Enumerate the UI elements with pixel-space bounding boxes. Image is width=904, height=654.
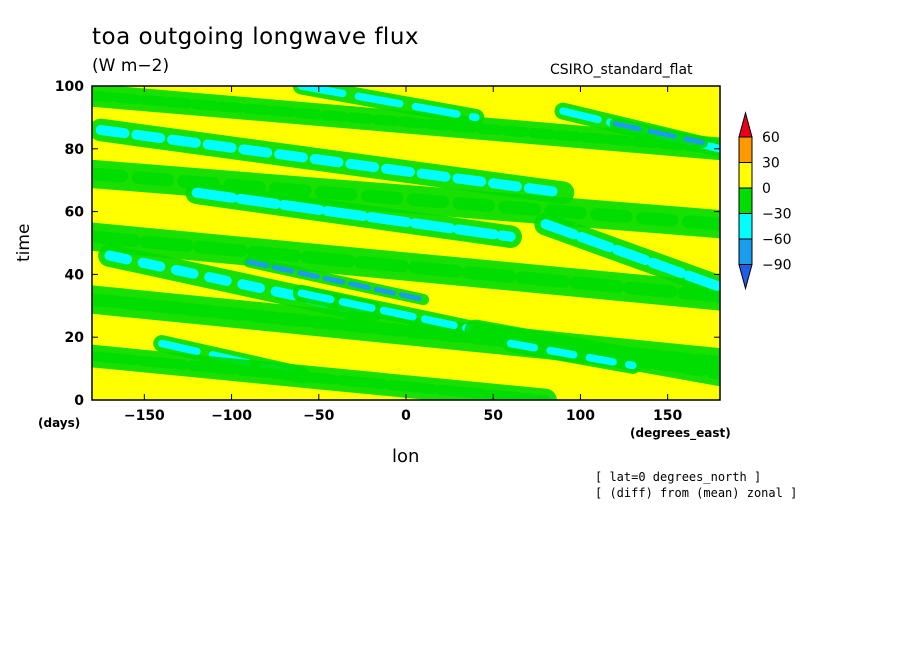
- x-axis-label: lon: [392, 446, 420, 467]
- x-tick-label: −50: [303, 408, 334, 424]
- y-tick-label: 100: [55, 79, 84, 95]
- colorbar-label: 0: [762, 181, 771, 197]
- x-tick-label: −150: [124, 408, 165, 424]
- y-axis: 0 20 40 60 80 100: [55, 79, 720, 409]
- colorbar-segment: [738, 238, 753, 265]
- wave-band: [92, 222, 720, 311]
- colorbar-label: −60: [762, 232, 792, 248]
- colorbar-label: −30: [762, 207, 792, 223]
- x-axis: −150 −100 −50 0 50 100 150: [124, 86, 683, 424]
- colorbar-label: 30: [762, 156, 780, 172]
- wave-band: [92, 118, 575, 205]
- colorbar-segment: [738, 213, 753, 240]
- colorbar: 60 30 0 −30 −60 −90: [738, 111, 792, 291]
- chart-units: (W m−2): [92, 56, 170, 76]
- wave-band: [609, 118, 709, 149]
- wave-band: [243, 256, 430, 306]
- colorbar-bottom-arrow: [738, 264, 753, 291]
- y-tick-label: 80: [65, 142, 85, 158]
- y-tick-label: 40: [65, 267, 85, 283]
- y-tick-label: 60: [65, 205, 85, 221]
- colorbar-top-arrow: [738, 111, 753, 138]
- wave-band: [502, 335, 642, 374]
- colorbar-segment: [738, 136, 753, 163]
- wave-band: [92, 344, 557, 400]
- wave-band: [92, 86, 720, 161]
- colorbar-segment: [738, 162, 753, 189]
- plot-area: [92, 86, 720, 400]
- wave-band: [185, 181, 522, 249]
- y-axis-unit: (days): [38, 416, 81, 430]
- x-axis-unit: (degrees_east): [630, 426, 731, 440]
- latitude-note: [ lat=0 degrees_north ]: [595, 470, 762, 484]
- x-tick-label: 50: [483, 408, 503, 424]
- x-tick-label: 100: [566, 408, 595, 424]
- wave-band: [292, 86, 485, 126]
- x-tick-label: 0: [401, 408, 411, 424]
- colorbar-label: 60: [762, 130, 780, 146]
- chart-title: toa outgoing longwave flux: [92, 24, 420, 50]
- y-tick-label: 20: [65, 330, 85, 346]
- x-tick-label: −100: [211, 408, 252, 424]
- diff-note: [ (diff) from (mean) zonal ]: [595, 486, 798, 500]
- y-tick-label: 0: [74, 393, 84, 409]
- colorbar-segment: [738, 187, 753, 214]
- model-name: CSIRO_standard_flat: [550, 62, 693, 78]
- x-tick-label: 150: [653, 408, 682, 424]
- wave-band: [534, 212, 720, 299]
- colorbar-label: −90: [762, 258, 792, 274]
